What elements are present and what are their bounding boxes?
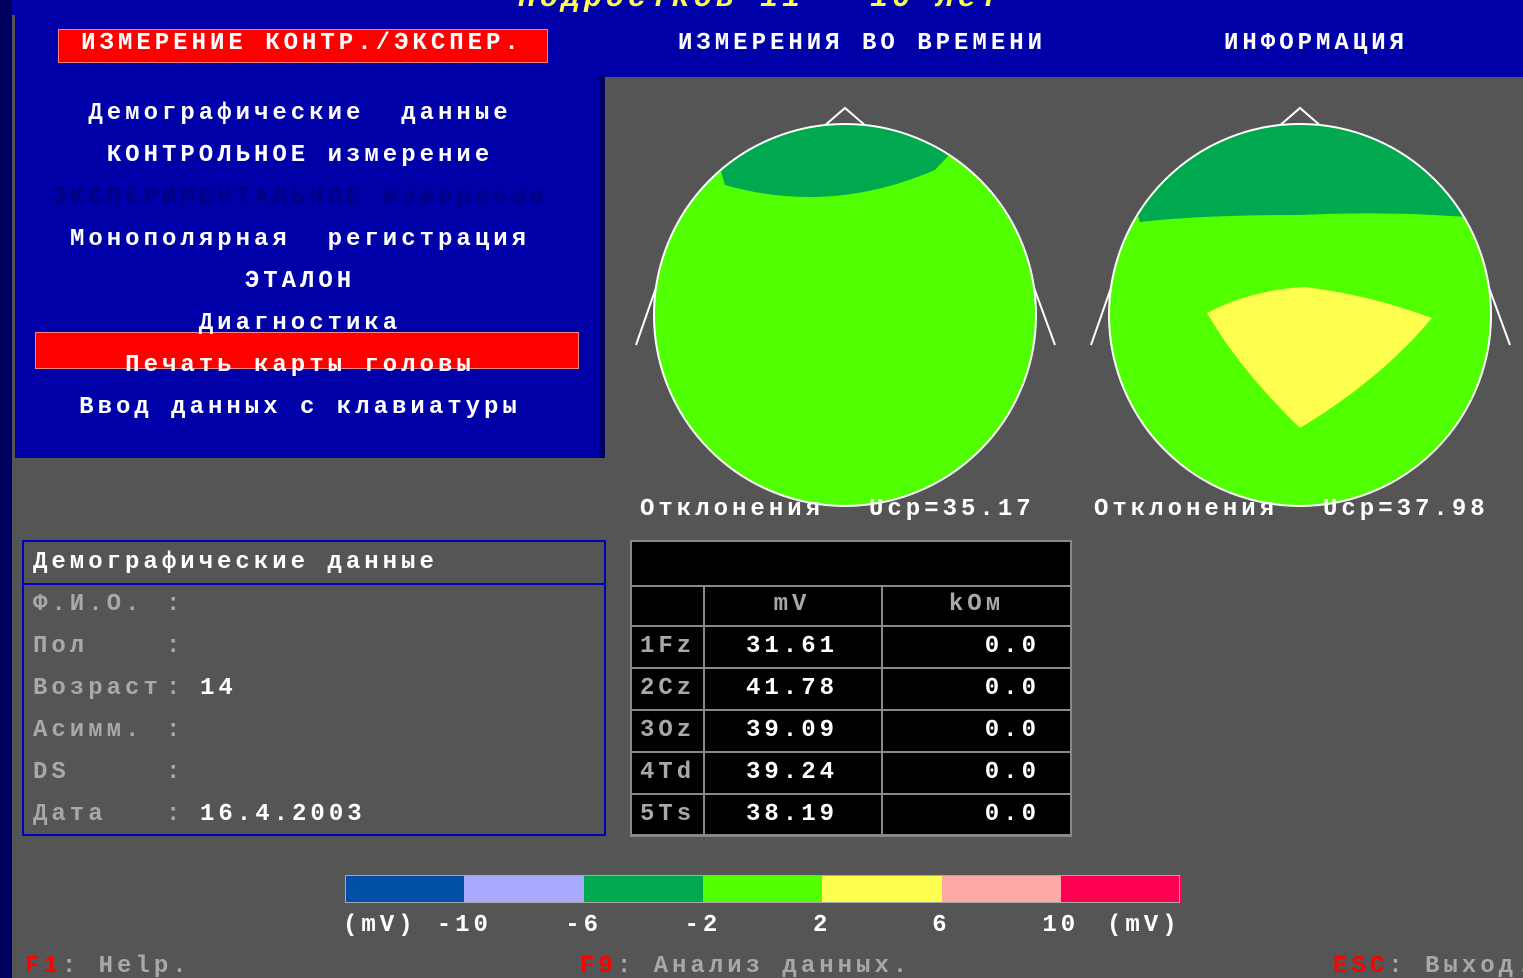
scale-border bbox=[345, 875, 1181, 903]
scale-tick-label: 10 bbox=[1042, 912, 1080, 939]
field-value: 14 bbox=[200, 675, 237, 702]
field-sep: : bbox=[166, 759, 185, 786]
grid-line bbox=[630, 751, 1072, 753]
field-sep: : bbox=[166, 675, 185, 702]
scale-tick-label: -6 bbox=[565, 912, 602, 939]
scale-segment bbox=[464, 875, 585, 903]
menu-item[interactable]: ИНФОРМАЦИЯ bbox=[1223, 30, 1409, 57]
footer-text: : Анализ данных. bbox=[616, 953, 912, 978]
map-caption: Отклонения bbox=[1094, 496, 1279, 523]
footer-item[interactable]: F1: Help. bbox=[25, 953, 191, 978]
grid-line bbox=[703, 585, 705, 835]
head-map-left bbox=[635, 106, 1056, 507]
scale-unit: (mV) bbox=[343, 912, 417, 939]
scale-segment bbox=[941, 875, 1062, 903]
field-sep: : bbox=[166, 801, 185, 828]
grid-line bbox=[630, 667, 1072, 669]
submenu-item[interactable]: ЭТАЛОН bbox=[244, 268, 356, 295]
submenu-item[interactable]: ЭКСПЕРИМЕНТАЛЬНОЕ измерение bbox=[51, 184, 549, 211]
cell: 31.61 bbox=[745, 633, 839, 660]
demographics-panel bbox=[22, 540, 606, 836]
demographics-title: Демографические данные bbox=[33, 549, 438, 576]
footer-text: : Help. bbox=[61, 953, 191, 978]
footer-key: F1 bbox=[25, 953, 62, 978]
cell: 1Fz bbox=[640, 633, 696, 660]
submenu-item[interactable]: Демографические данные bbox=[88, 100, 512, 127]
cell: 3Oz bbox=[640, 717, 696, 744]
field-sep: : bbox=[166, 717, 185, 744]
cell: 0.0 bbox=[984, 717, 1040, 744]
map-value: Ucp=35.17 bbox=[869, 496, 1035, 523]
cell: 39.24 bbox=[745, 759, 839, 786]
menu-item[interactable]: ИЗМЕРЕНИЯ ВО ВРЕМЕНИ bbox=[677, 30, 1047, 57]
submenu-item[interactable]: Печать карты головы bbox=[125, 352, 475, 379]
field-label: Ф.И.О. bbox=[33, 591, 144, 618]
grid-line bbox=[630, 585, 1072, 587]
scale-segment bbox=[702, 875, 823, 903]
menu-item[interactable]: ИЗМЕРЕНИЕ КОНТР./ЭКСПЕР. bbox=[81, 30, 523, 57]
submenu-item[interactable]: Диагностика bbox=[198, 310, 402, 337]
field-sep: : bbox=[166, 591, 185, 618]
footer-item[interactable]: ESC: Выход. bbox=[1333, 953, 1523, 978]
scale-segment bbox=[583, 875, 704, 903]
field-label: Возраст bbox=[33, 675, 162, 702]
submenu-item[interactable]: Монополярная регистрация bbox=[69, 226, 531, 253]
map-caption: Отклонения bbox=[640, 496, 825, 523]
field-label: Асимм. bbox=[33, 717, 144, 744]
grid-line bbox=[881, 585, 883, 835]
field-label: DS bbox=[33, 759, 70, 786]
cell: 0.0 bbox=[984, 759, 1040, 786]
cell: 41.78 bbox=[745, 675, 839, 702]
scale-tick-label: 6 bbox=[932, 912, 951, 939]
scale-segment bbox=[822, 875, 942, 903]
footer-text: : Выход. bbox=[1388, 953, 1523, 978]
scale-tick-label: -10 bbox=[436, 912, 492, 939]
footer-key: ESC bbox=[1333, 953, 1389, 978]
footer-key: F9 bbox=[580, 953, 617, 978]
scale-tick-label: 2 bbox=[812, 912, 832, 939]
column-header: kOм bbox=[948, 591, 1005, 618]
head-map-right bbox=[1090, 106, 1511, 507]
submenu-panel bbox=[15, 75, 605, 458]
field-label: Пол bbox=[33, 633, 89, 660]
grid-line bbox=[630, 835, 1072, 837]
submenu-item[interactable]: КОНТРОЛЬНОЕ измерение bbox=[106, 142, 494, 169]
grid-line bbox=[630, 625, 1072, 627]
divider bbox=[24, 583, 604, 585]
submenu-highlight bbox=[35, 332, 579, 369]
cell: 4Td bbox=[640, 759, 696, 786]
column-header: mV bbox=[773, 591, 811, 618]
submenu-item[interactable]: Ввод данных с клавиатуры bbox=[79, 394, 521, 421]
window-title: подростков 11 - 16 лет bbox=[518, 0, 1002, 16]
title-bar bbox=[0, 0, 1523, 15]
left-border bbox=[0, 0, 12, 978]
cell: 0.0 bbox=[984, 675, 1040, 702]
scale-tick-label: -2 bbox=[684, 912, 722, 939]
grid-line bbox=[630, 793, 1072, 795]
field-sep: : bbox=[166, 633, 185, 660]
menu-highlight bbox=[58, 29, 548, 63]
footer-item[interactable]: F9: Анализ данных. bbox=[580, 953, 911, 978]
field-value: 16.4.2003 bbox=[200, 801, 366, 828]
cell: 2Cz bbox=[640, 675, 696, 702]
cell: 0.0 bbox=[984, 801, 1040, 828]
scale-segment bbox=[1060, 875, 1181, 903]
grid-line bbox=[630, 709, 1072, 711]
cell: 39.09 bbox=[745, 717, 839, 744]
cell: 0.0 bbox=[984, 633, 1040, 660]
map-value: Ucp=37.98 bbox=[1323, 496, 1489, 523]
field-label: Дата bbox=[33, 801, 107, 828]
cell: 5Ts bbox=[640, 801, 696, 828]
cell: 38.19 bbox=[745, 801, 839, 828]
scale-segment bbox=[345, 875, 465, 903]
scale-unit: (mV) bbox=[1107, 912, 1181, 939]
